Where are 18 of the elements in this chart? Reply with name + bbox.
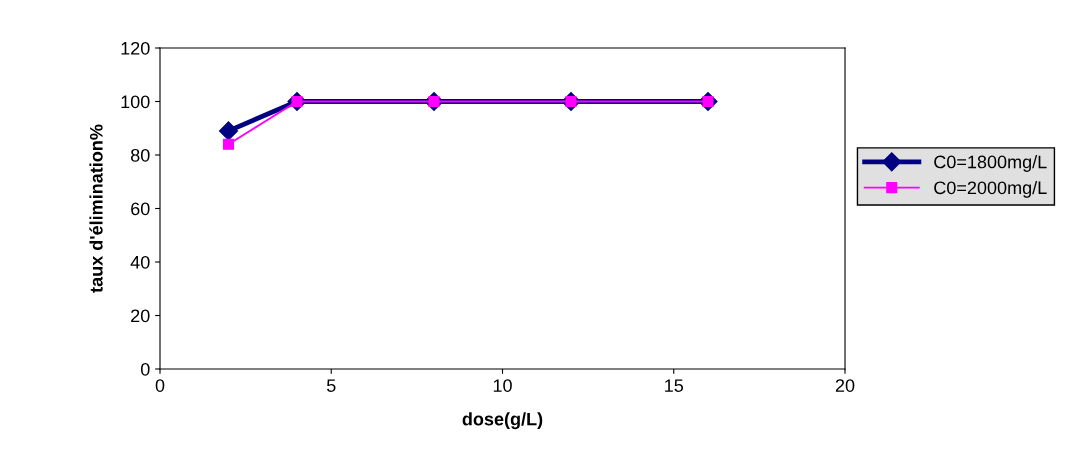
y-tick-label: 100 <box>121 95 150 109</box>
legend-label: C0=1800mg/L <box>934 155 1047 172</box>
x-axis-title: dose(g/L) <box>462 412 543 430</box>
x-tick-label: 0 <box>155 379 165 392</box>
x-tick-label: 15 <box>665 379 684 392</box>
point <box>218 121 239 141</box>
y-tick-label: 80 <box>130 148 150 162</box>
legend-label: C0=2000mg/L <box>934 180 1047 198</box>
point <box>222 138 235 150</box>
x-tick-label: 5 <box>326 379 336 392</box>
x-tick-label: 20 <box>835 379 855 392</box>
y-tick-label: 40 <box>130 255 150 269</box>
x-tick-label: 10 <box>493 379 512 392</box>
y-tick-label: 60 <box>131 202 150 216</box>
y-tick-label: 120 <box>121 41 150 55</box>
y-tick-label: 20 <box>131 309 150 323</box>
y-tick-label: 0 <box>140 362 150 376</box>
y-axis-title: taux d'élimination% <box>89 124 103 293</box>
